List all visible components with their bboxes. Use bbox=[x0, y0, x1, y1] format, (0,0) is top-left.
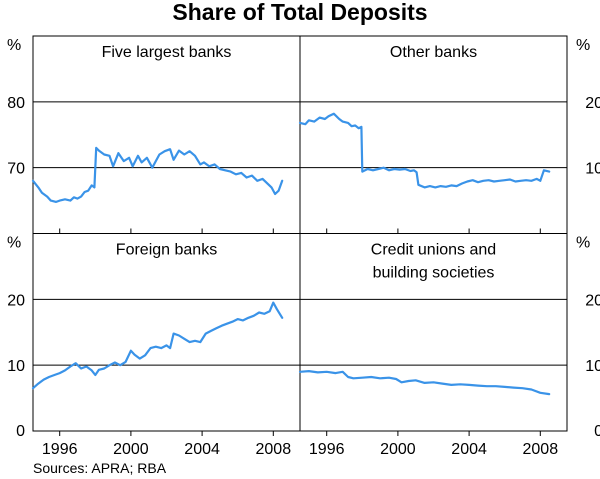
unit-label-other-banks: % bbox=[576, 37, 590, 54]
chart-title: Share of Total Deposits bbox=[172, 0, 427, 25]
panel-title-other-banks: Other banks bbox=[390, 44, 477, 61]
ytick-label-credit-unions-and-building-societies-10: 10 bbox=[585, 358, 600, 375]
xtick-label-credit-unions-and-building-societies-1996: 1996 bbox=[309, 441, 345, 458]
panel-title-five-largest-banks: Five largest banks bbox=[102, 44, 232, 61]
xtick-label-credit-unions-and-building-societies-2000: 2000 bbox=[380, 441, 416, 458]
xtick-label-foreign-banks-1996: 1996 bbox=[42, 441, 78, 458]
xtick-label-foreign-banks-2004: 2004 bbox=[184, 441, 220, 458]
ytick-label-five-largest-banks-80: 80 bbox=[7, 95, 25, 112]
ytick-label-foreign-banks-20: 20 bbox=[7, 292, 25, 309]
panel-credit-unions-and-building-societies: Credit unions and building societies% 0 10 2… bbox=[298, 235, 600, 458]
ytick-label-foreign-banks-0: 0 bbox=[16, 423, 25, 440]
series-line-other-banks bbox=[298, 112, 551, 189]
ytick-label-five-largest-banks-70: 70 bbox=[7, 161, 25, 178]
panel-title-foreign-banks: Foreign banks bbox=[116, 242, 217, 259]
ytick-label-credit-unions-and-building-societies-0: 0 bbox=[594, 423, 600, 440]
xtick-label-credit-unions-and-building-societies-2008: 2008 bbox=[523, 441, 559, 458]
panel-other-banks: Other banks % 10 20 bbox=[298, 37, 600, 234]
xtick-label-foreign-banks-2008: 2008 bbox=[256, 441, 292, 458]
panel-title-credit-unions-and-building-societies-line-1: Credit unions and bbox=[371, 242, 496, 259]
ytick-label-credit-unions-and-building-societies-20: 20 bbox=[585, 292, 600, 309]
unit-label-foreign-banks: % bbox=[7, 235, 21, 252]
series-line-five-largest-banks bbox=[31, 146, 284, 203]
xtick-label-credit-unions-and-building-societies-2004: 2004 bbox=[451, 441, 487, 458]
panel-foreign-banks: Foreign banks% 0 10 20 1996 2000 2004 2008 bbox=[7, 235, 300, 458]
series-line-credit-unions-and-building-societies bbox=[298, 370, 551, 396]
series-line-foreign-banks bbox=[31, 301, 284, 390]
ytick-label-foreign-banks-10: 10 bbox=[7, 358, 25, 375]
ytick-label-other-banks-20: 20 bbox=[585, 95, 600, 112]
source-note: Sources: APRA; RBA bbox=[33, 460, 167, 476]
panel-five-largest-banks: Five largest banks% 70 80 bbox=[7, 37, 300, 234]
xtick-label-foreign-banks-2000: 2000 bbox=[113, 441, 149, 458]
ytick-label-other-banks-10: 10 bbox=[585, 161, 600, 178]
unit-label-credit-unions-and-building-societies: % bbox=[576, 235, 590, 252]
panel-title-credit-unions-and-building-societies-line-2: building societies bbox=[373, 265, 495, 282]
unit-label-five-largest-banks: % bbox=[7, 37, 21, 54]
